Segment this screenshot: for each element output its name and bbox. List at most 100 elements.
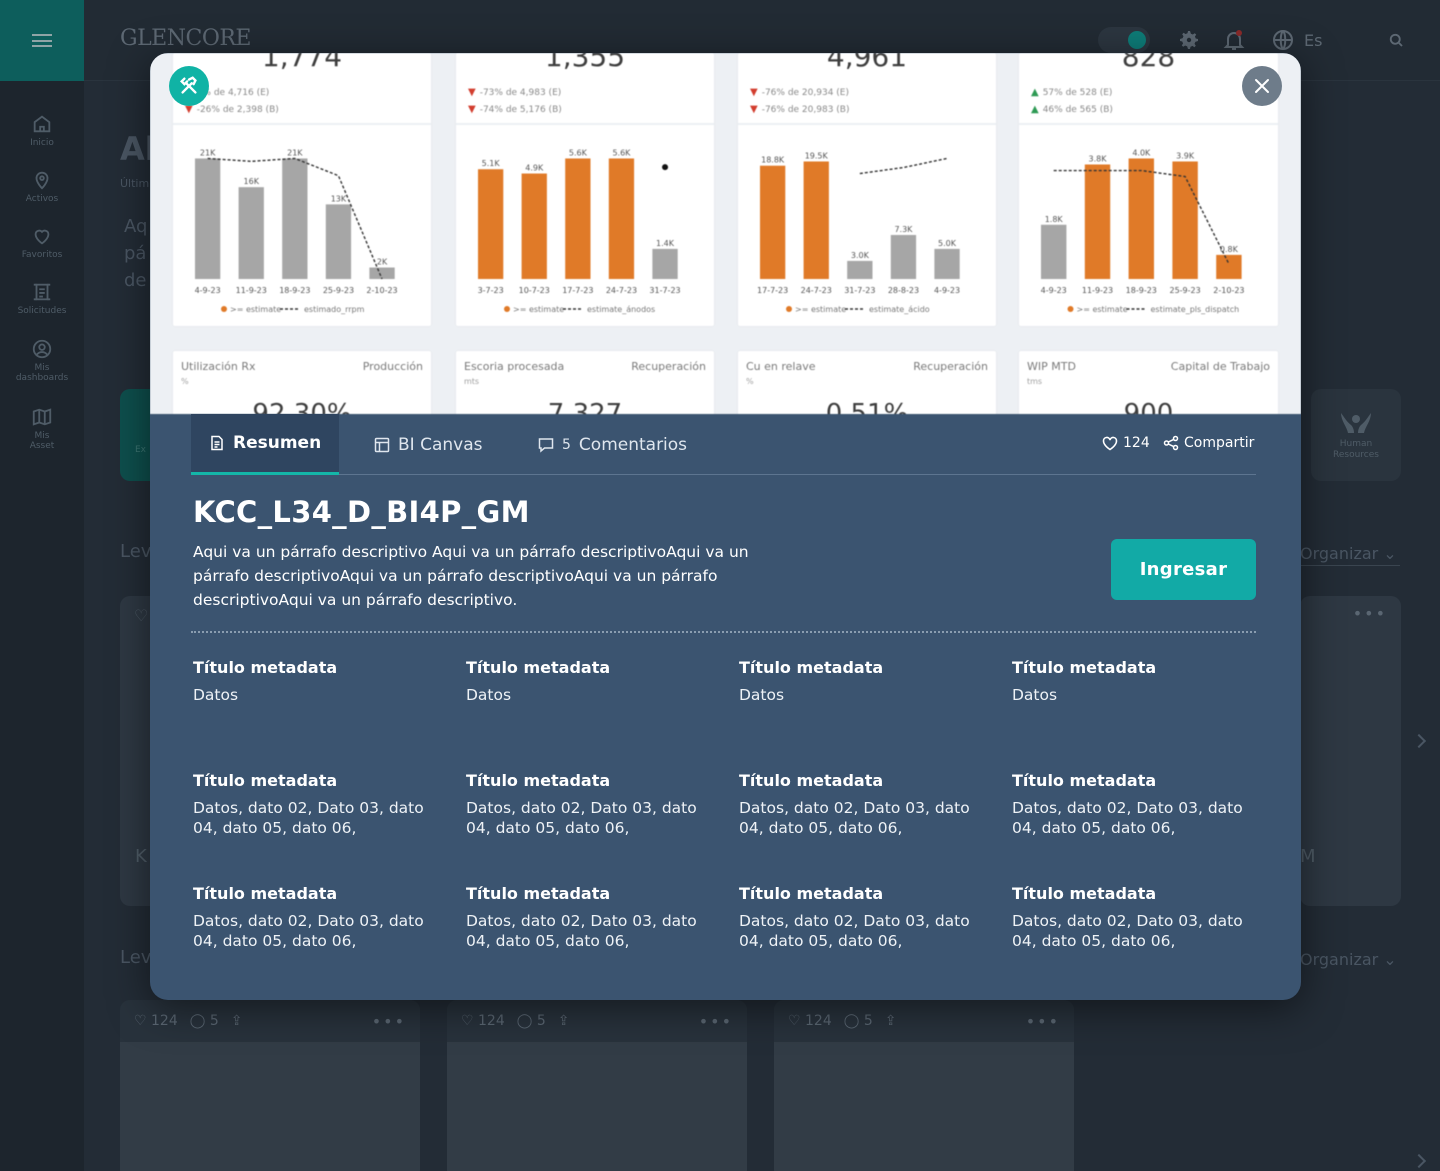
sidebar-item-inicio[interactable]: Inicio — [0, 102, 84, 158]
metadata-item: Título metadata Datos, dato 02, Dato 03, … — [1012, 771, 1243, 837]
comment-count: 5 — [562, 436, 571, 453]
more-icon[interactable]: ••• — [371, 1011, 406, 1031]
dashboard-description: Aqui va un párrafo descriptivo Aqui va u… — [193, 543, 749, 609]
app-type-badge — [169, 66, 209, 106]
share-icon — [1163, 435, 1179, 451]
search-icon[interactable] — [1387, 31, 1405, 49]
hands-icon — [1341, 413, 1371, 433]
chart-bar — [1084, 164, 1111, 279]
organize-dropdown[interactable]: Organizar ⌄ — [1300, 544, 1397, 563]
globe-icon[interactable] — [1271, 28, 1295, 52]
bg-card[interactable]: ••• M — [1300, 596, 1401, 906]
chart-data-label: 19.5K — [805, 151, 829, 160]
bg-section-title: Lev — [120, 541, 152, 562]
chart-data-label: 4.9K — [525, 164, 544, 173]
chart-data-label: 1.8K — [1045, 215, 1064, 224]
chart-bar — [325, 204, 352, 279]
chart-data-label: 5.6K — [612, 148, 631, 157]
comment-icon[interactable]: ◯ 5 — [516, 1013, 546, 1029]
bg-dashboard-card[interactable]: ♡ 124 ◯ 5 ⇪ ••• — [447, 1000, 747, 1171]
tools-icon — [179, 76, 197, 94]
chart-tick-label: 18-9-23 — [279, 286, 310, 295]
chart-estimate-line — [207, 157, 383, 280]
legend-marker — [504, 306, 510, 312]
organize-dropdown[interactable]: Organizar ⌄ — [1300, 950, 1397, 969]
heart-icon: ♡ — [134, 606, 149, 625]
heart-icon[interactable]: ♡ 124 — [461, 1013, 505, 1029]
chart-data-label: 16K — [244, 177, 260, 186]
sidebar-item-mis-dashboards[interactable]: Mis dashboards — [0, 326, 84, 394]
chart-data-label: 21K — [287, 148, 303, 157]
share-button[interactable]: Compartir — [1163, 435, 1254, 451]
document-icon — [211, 435, 223, 451]
chart-bar — [521, 173, 547, 279]
share-icon[interactable]: ⇪ — [557, 1013, 570, 1029]
menu-button[interactable] — [0, 0, 84, 81]
chart-tick-label: 11-9-23 — [1082, 286, 1113, 295]
chart-tick-label: 17-7-23 — [562, 286, 593, 295]
theme-toggle[interactable] — [1098, 27, 1150, 53]
chart-data-label: 3.8K — [1089, 154, 1108, 163]
arrow-down-icon: ▼ — [468, 87, 476, 98]
legend-label: >= estimate — [230, 305, 281, 314]
chart-data-label: 3.9K — [1176, 151, 1195, 160]
kpi-card: 828 ▲ 57% de 528 (E) ▲ 46% de 565 (B) 1.8K… — [1019, 53, 1278, 326]
carousel-next-icon[interactable] — [1411, 733, 1427, 749]
bg-dashboard-card[interactable]: ♡ 124 ◯ 5 ⇪ ••• — [774, 1000, 1074, 1171]
user-circle-icon — [32, 339, 52, 358]
gear-icon[interactable] — [1177, 28, 1201, 52]
sidebar-item-solicitudes[interactable]: Solicitudes — [0, 270, 84, 326]
tab-comentarios[interactable]: 5 Comentarios — [538, 414, 687, 475]
close-button[interactable] — [1242, 66, 1282, 106]
sidebar-item-label: Favoritos — [21, 249, 63, 260]
chart-tick-label: 24-7-23 — [801, 286, 832, 295]
like-button[interactable]: 124 — [1102, 435, 1150, 451]
chart-data-label: 4.0K — [1132, 148, 1151, 157]
comment-icon[interactable]: ◯ 5 — [843, 1013, 873, 1029]
dashboard-detail-modal: 1,774 ▼2% de 4,716 (E) ▼-26% de 2,398 (B… — [150, 53, 1301, 1000]
metadata-item: Título metadata Datos, dato 02, Dato 03, … — [193, 884, 424, 950]
share-icon[interactable]: ⇪ — [884, 1013, 897, 1029]
metadata-item: Título metadata Datos — [193, 658, 338, 704]
heart-icon[interactable]: ♡ 124 — [134, 1013, 178, 1029]
map-icon — [32, 407, 52, 426]
kpi-chart: 21K 4-9-23 16K 11-9-23 21K 18-9-23 13K 25-9-23 2… — [195, 148, 398, 314]
mini-kpi-card: WIP MTD Capital de Trabajo tms 900 — [1019, 351, 1278, 414]
chart-tick-label: 4-9-23 — [934, 286, 960, 295]
chart-bar — [652, 248, 678, 279]
bg-category-card-human-resources[interactable]: Human Resources — [1311, 389, 1401, 481]
legend-marker — [786, 306, 792, 312]
bg-dashboard-card[interactable]: ♡ 124 ◯ 5 ⇪ ••• — [120, 1000, 420, 1171]
ingresar-button[interactable]: Ingresar — [1111, 539, 1256, 600]
language-selector[interactable]: Es — [1304, 31, 1323, 50]
heart-icon[interactable]: ♡ 124 — [788, 1013, 832, 1029]
chart-bar — [760, 165, 786, 279]
more-icon[interactable]: ••• — [1025, 1011, 1060, 1031]
bell-icon[interactable] — [1222, 28, 1246, 52]
comment-icon[interactable]: ◯ 5 — [189, 1013, 219, 1029]
more-icon[interactable]: ••• — [698, 1011, 733, 1031]
share-icon[interactable]: ⇪ — [230, 1013, 243, 1029]
sidebar-item-favoritos[interactable]: Favoritos — [0, 214, 84, 270]
sidebar-item-mis-asset[interactable]: Mis Asset — [0, 394, 84, 462]
arrow-down-icon: ▼ — [750, 87, 758, 98]
tab-resumen[interactable]: Resumen — [191, 414, 340, 475]
kpi-chart: 1.8K 4-9-23 3.8K 11-9-23 4.0K 18-9-23 3.9K 25-9… — [1041, 148, 1245, 314]
legend-label: >= estimate — [795, 305, 846, 314]
carousel-next-icon[interactable] — [1411, 1153, 1427, 1169]
chart-tick-label: 11-9-23 — [236, 286, 267, 295]
chart-estimate-line — [1053, 169, 1230, 265]
home-icon — [33, 115, 51, 132]
chart-data-label: 3.0K — [851, 251, 870, 260]
tab-bi-canvas[interactable]: BI Canvas — [374, 414, 482, 475]
mini-kpi-card: Cu en relave Recuperación % 0.51% — [738, 351, 996, 414]
sidebar-item-activos[interactable]: Activos — [0, 158, 84, 214]
chart-tick-label: 28-8-23 — [888, 286, 919, 295]
chart-tick-label: 17-7-23 — [757, 286, 788, 295]
kpi-value: 1,355 — [544, 53, 626, 73]
metadata-item: Título metadata Datos, dato 02, Dato 03, … — [466, 884, 697, 950]
modal-tabs: Resumen BI Canvas 5 Comentarios 124 Comp… — [191, 414, 1256, 475]
bg-heading: Al — [120, 130, 156, 168]
chart-data-label: 13K — [331, 194, 347, 203]
chart-tick-label: 10-7-23 — [519, 286, 550, 295]
